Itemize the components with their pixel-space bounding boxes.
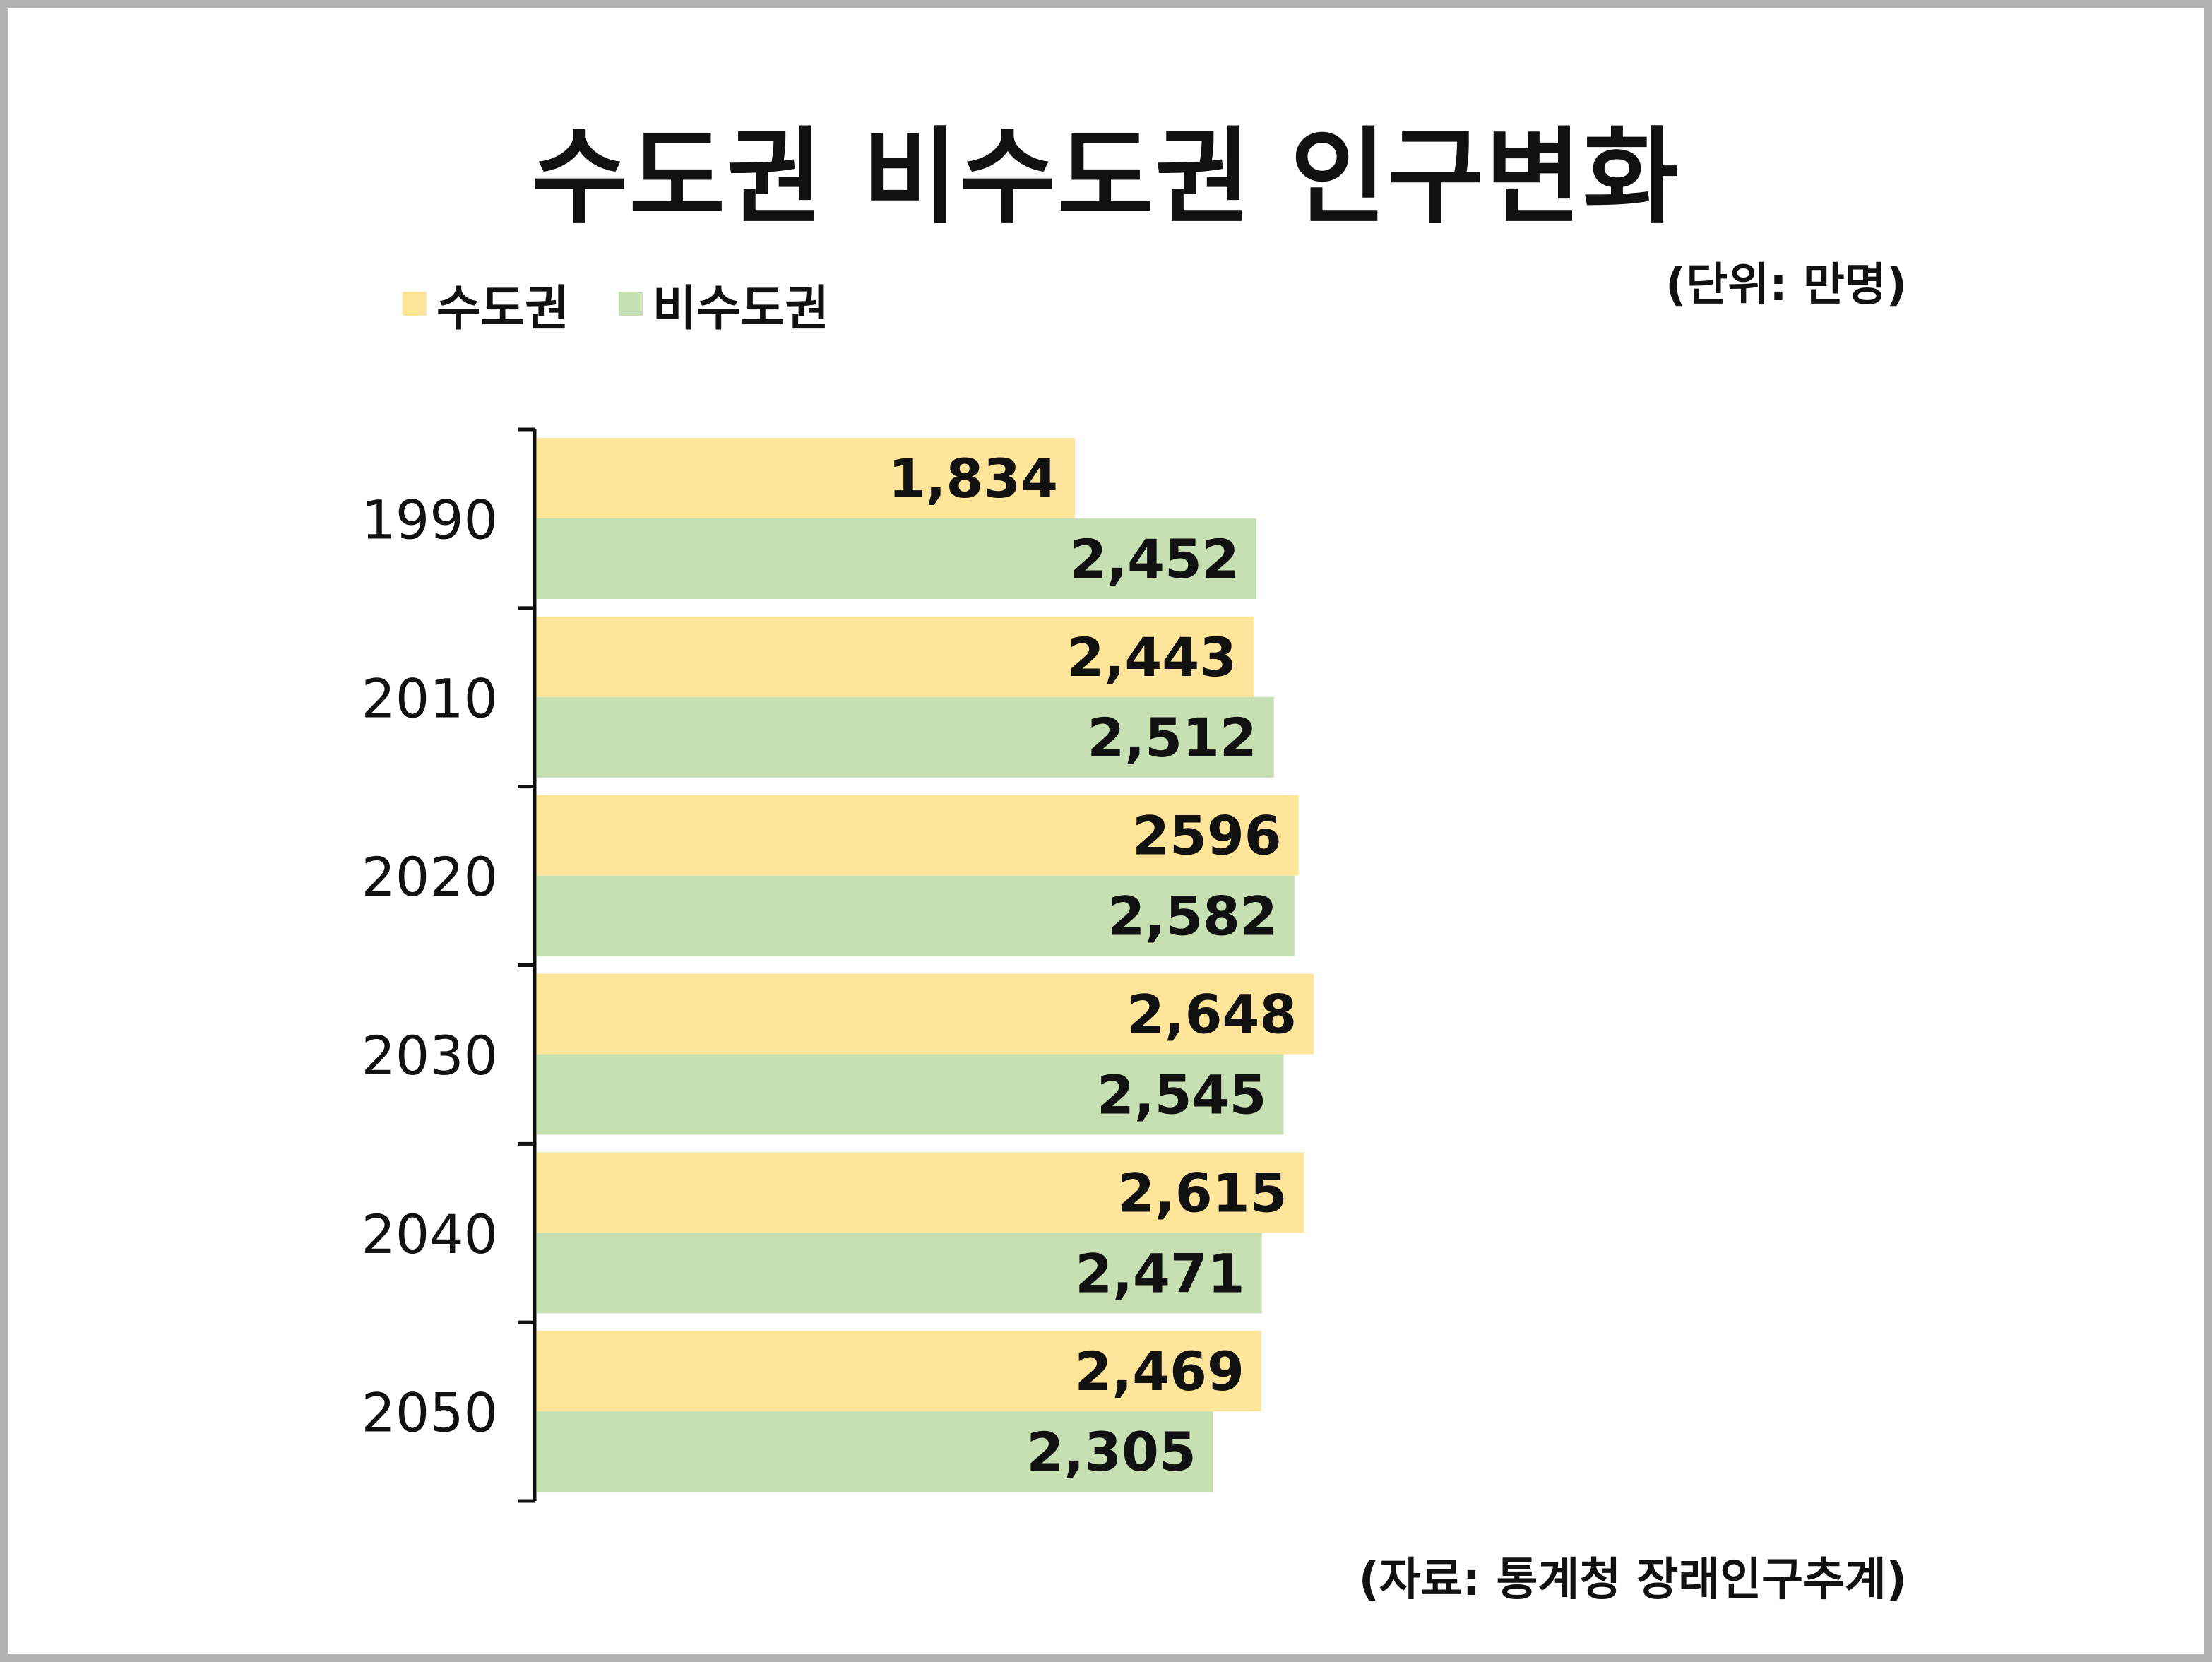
category-label-1990: 1990 xyxy=(362,488,498,551)
chart-title: 수도권 비수도권 인구변화 xyxy=(531,117,1681,238)
bar-capital-2030 xyxy=(537,973,1314,1055)
data-label-capital-2020: 2596 xyxy=(1132,805,1282,867)
legend-swatch-non-capital xyxy=(618,292,643,316)
legend-label-capital: 수도권 xyxy=(436,280,569,337)
data-label-non-capital-2020: 2,582 xyxy=(1107,885,1277,948)
legend-label-non-capital: 비수도권 xyxy=(652,280,829,337)
category-label-2010: 2010 xyxy=(362,667,498,730)
bar-capital-2010 xyxy=(537,616,1254,697)
legend: 수도권 비수도권 xyxy=(403,269,879,339)
category-label-2040: 2040 xyxy=(362,1203,498,1266)
bar-non-capital-2020 xyxy=(537,875,1295,956)
data-label-capital-2050: 2,469 xyxy=(1074,1340,1244,1403)
data-label-non-capital-2030: 2,545 xyxy=(1097,1064,1266,1127)
source-note: (자료: 통계청 장래인구추계) xyxy=(1358,1554,1907,1606)
bar-capital-2040 xyxy=(537,1152,1304,1233)
unit-note: (단위: 만명) xyxy=(1665,259,1907,311)
legend-swatch-capital xyxy=(403,292,427,316)
data-label-capital-2040: 2,615 xyxy=(1117,1161,1287,1224)
bar-non-capital-2050 xyxy=(537,1411,1213,1492)
category-label-2050: 2050 xyxy=(362,1382,498,1444)
data-label-non-capital-2010: 2,512 xyxy=(1087,706,1256,769)
bar-non-capital-1990 xyxy=(537,518,1256,599)
bar-capital-2020 xyxy=(537,795,1299,876)
bar-non-capital-2030 xyxy=(537,1054,1284,1135)
bar-non-capital-2040 xyxy=(537,1233,1262,1314)
bar-non-capital-2010 xyxy=(537,696,1274,778)
data-label-non-capital-1990: 2,452 xyxy=(1069,528,1239,590)
data-label-capital-2010: 2,443 xyxy=(1067,626,1237,689)
bar-capital-1990 xyxy=(537,438,1076,518)
bar-capital-2050 xyxy=(537,1331,1261,1412)
category-label-2020: 2020 xyxy=(362,845,498,908)
legend-item-capital: 수도권 xyxy=(403,269,569,339)
legend-item-non-capital: 비수도권 xyxy=(618,269,829,339)
data-label-capital-1990: 1,834 xyxy=(888,447,1058,510)
data-label-non-capital-2040: 2,471 xyxy=(1075,1242,1244,1305)
data-label-non-capital-2050: 2,305 xyxy=(1026,1420,1196,1483)
data-label-capital-2030: 2,648 xyxy=(1127,983,1297,1046)
category-label-2030: 2030 xyxy=(362,1024,498,1087)
